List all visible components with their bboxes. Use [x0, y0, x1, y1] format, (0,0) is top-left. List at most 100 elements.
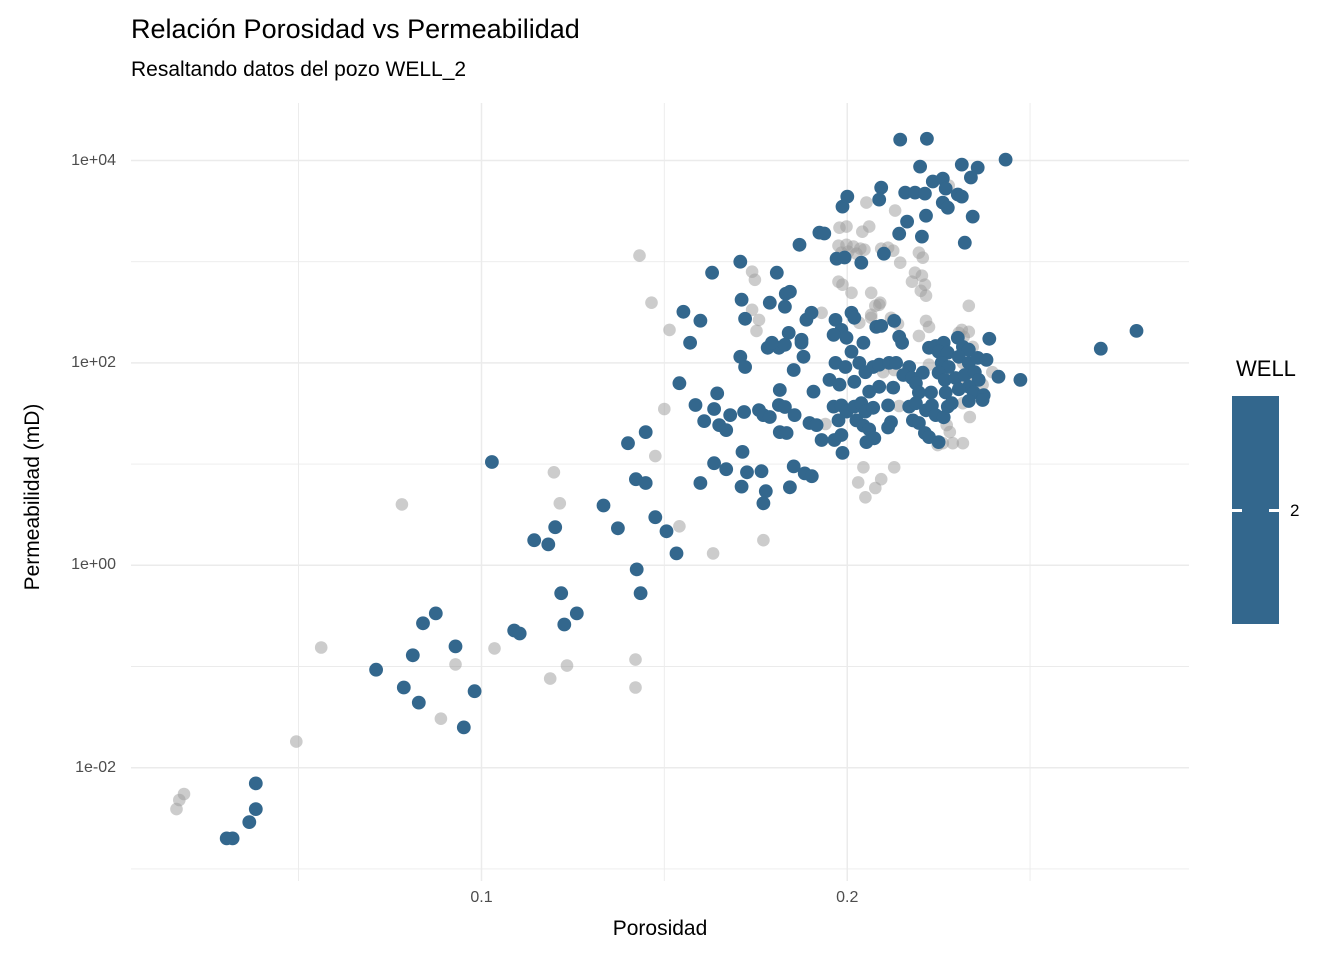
data-point: [554, 586, 569, 601]
data-point: [837, 250, 852, 265]
y-tick-label: 1e+02: [71, 353, 116, 371]
data-point: [860, 196, 873, 209]
data-point: [961, 342, 976, 357]
data-point: [733, 254, 748, 269]
data-point: [857, 461, 870, 474]
data-point: [991, 369, 1006, 384]
data-point: [547, 466, 561, 479]
data-point: [396, 680, 411, 695]
data-point: [851, 476, 865, 489]
data-point: [762, 295, 777, 310]
data-point: [951, 349, 966, 364]
data-point: [859, 491, 872, 504]
data-point: [290, 735, 303, 748]
data-point: [787, 408, 802, 422]
data-point: [758, 484, 773, 499]
data-point: [792, 237, 807, 252]
data-point: [912, 416, 926, 430]
data-point: [912, 329, 926, 343]
data-point: [847, 374, 862, 389]
data-point: [864, 286, 878, 300]
data-point: [817, 226, 832, 241]
data-point: [916, 251, 930, 264]
data-point: [979, 353, 994, 367]
data-point: [872, 298, 886, 312]
data-point: [864, 308, 878, 322]
data-point: [922, 320, 936, 334]
data-point: [752, 313, 766, 327]
data-point: [569, 606, 584, 621]
data-point: [814, 433, 829, 447]
x-tick-label: 0.2: [836, 889, 859, 906]
data-point: [937, 373, 952, 387]
data-point: [887, 461, 901, 474]
data-point: [314, 641, 328, 654]
data-point: [840, 220, 853, 233]
data-point: [242, 815, 257, 829]
data-point: [881, 398, 895, 413]
data-point: [723, 408, 738, 422]
data-point: [434, 712, 448, 725]
data-point: [786, 459, 801, 474]
data-point: [769, 265, 784, 280]
data-point: [395, 498, 409, 511]
data-point: [856, 225, 869, 238]
data-point: [970, 160, 985, 175]
data-point: [913, 159, 927, 174]
data-point: [956, 436, 970, 450]
data-point: [940, 200, 955, 215]
data-point: [786, 363, 801, 377]
data-point: [754, 464, 769, 479]
data-point: [982, 331, 997, 346]
data-point: [943, 425, 957, 439]
data-point: [839, 330, 854, 345]
data-point: [915, 229, 929, 244]
data-point: [893, 132, 908, 147]
data-point: [827, 433, 842, 447]
data-point: [898, 185, 913, 200]
data-point: [828, 313, 843, 327]
data-point: [1013, 373, 1028, 387]
data-point: [737, 405, 751, 419]
data-point: [693, 313, 708, 328]
data-point: [740, 465, 754, 480]
x-tick-label: 0.1: [470, 889, 493, 906]
data-point: [892, 226, 907, 241]
data-point: [467, 684, 482, 699]
data-point: [815, 306, 828, 320]
data-point: [248, 802, 263, 816]
data-point: [428, 606, 443, 621]
data-point: [560, 659, 574, 672]
data-point: [557, 617, 572, 632]
data-point: [756, 496, 771, 511]
y-tick-label: 1e+04: [71, 151, 116, 169]
data-point: [874, 472, 888, 486]
data-point: [633, 249, 646, 262]
data-point: [676, 304, 691, 319]
data-point: [783, 480, 797, 495]
data-point: [912, 385, 926, 400]
data-point: [963, 410, 977, 424]
data-point: [778, 337, 792, 352]
data-point: [975, 393, 990, 407]
data-point: [705, 265, 719, 280]
data-point: [854, 255, 869, 270]
y-tick-label: 1e-02: [75, 758, 116, 776]
data-point: [895, 335, 909, 350]
data-point: [954, 189, 969, 204]
data-point: [836, 278, 849, 292]
data-point: [962, 299, 976, 313]
data-point: [835, 446, 850, 460]
data-point: [832, 377, 847, 392]
data-point: [248, 776, 263, 791]
data-point: [862, 384, 877, 399]
data-point: [748, 273, 762, 287]
data-point: [874, 180, 889, 195]
data-point: [893, 256, 907, 270]
data-point: [683, 335, 697, 350]
data-point: [881, 420, 895, 435]
data-point: [920, 131, 934, 146]
data-point: [915, 365, 930, 380]
data-point: [629, 681, 642, 694]
